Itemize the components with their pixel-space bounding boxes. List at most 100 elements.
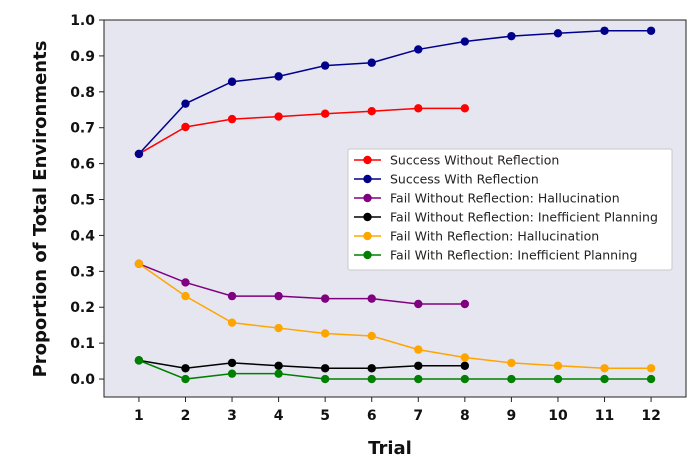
data-point <box>414 45 423 54</box>
data-point <box>181 374 190 384</box>
data-point <box>320 61 330 70</box>
data-point <box>181 99 190 108</box>
data-point <box>227 358 237 368</box>
data-point <box>414 361 423 370</box>
data-point <box>600 26 609 35</box>
y-tick-label: 0.8 <box>70 85 95 101</box>
data-point <box>553 361 563 370</box>
series <box>134 26 656 159</box>
x-tick-label: 5 <box>320 408 330 424</box>
data-point <box>274 323 283 333</box>
data-point <box>274 72 283 81</box>
y-tick-label: 0.2 <box>70 300 95 316</box>
legend-label: Fail Without Reflection: Inefficient Pla… <box>390 210 658 225</box>
series-line <box>138 30 652 155</box>
y-tick-label: 0.9 <box>70 49 95 65</box>
legend-label: Fail With Reflection: Inefficient Planni… <box>390 248 637 263</box>
data-point <box>507 374 516 384</box>
y-tick-label: 0.3 <box>70 264 95 280</box>
y-tick-label: 1.0 <box>70 13 95 29</box>
series-line <box>138 359 652 380</box>
data-point <box>460 299 470 309</box>
data-point <box>507 31 516 41</box>
data-point <box>274 112 283 121</box>
series-line <box>138 263 465 305</box>
series-line <box>138 359 465 370</box>
data-point <box>507 358 516 368</box>
x-tick-label: 9 <box>507 408 517 424</box>
data-point <box>460 37 470 46</box>
data-point <box>367 106 376 116</box>
data-point <box>320 364 330 373</box>
x-tick-label: 11 <box>595 408 614 424</box>
x-axis-title: Trial <box>368 438 412 459</box>
legend-marker <box>363 250 372 260</box>
data-point <box>181 122 190 132</box>
data-point <box>227 77 237 86</box>
legend-marker <box>363 212 372 222</box>
y-tick-label: 0.4 <box>70 228 95 244</box>
legend-label: Fail Without Reflection: Hallucination <box>390 191 620 206</box>
data-point <box>320 329 330 338</box>
data-point <box>274 291 283 301</box>
legend-box <box>347 148 673 271</box>
data-point <box>227 291 237 301</box>
data-point <box>460 361 470 370</box>
series-line <box>138 107 465 155</box>
axis-ticks: 1 2 3 4 5 6 7 8 9 10 11 120.00.10.20.30.40.50.60.70… <box>70 13 661 424</box>
series <box>134 356 656 384</box>
data-point <box>553 374 563 384</box>
data-point <box>600 374 609 384</box>
data-point <box>646 374 656 384</box>
x-tick-label: 10 <box>548 408 568 424</box>
legend-marker <box>363 193 372 203</box>
x-tick-label: 2 <box>181 408 191 424</box>
series-line <box>138 263 652 370</box>
series <box>134 259 470 309</box>
y-tick-label: 0.6 <box>70 157 95 173</box>
data-point <box>134 149 144 159</box>
data-point <box>414 345 423 354</box>
x-tick-label: 1 <box>134 408 144 424</box>
series-group <box>134 26 656 384</box>
data-point <box>320 374 330 384</box>
x-tick-label: 6 <box>367 408 377 424</box>
data-point <box>367 374 376 384</box>
data-point <box>600 364 609 373</box>
y-tick-label: 0.0 <box>70 372 95 388</box>
legend-marker <box>363 231 372 241</box>
x-tick-label: 12 <box>641 408 660 424</box>
data-point <box>227 318 237 327</box>
y-axis-title: Proportion of Total Environments <box>30 41 51 378</box>
data-point <box>367 58 376 67</box>
data-point <box>460 104 470 113</box>
data-point <box>367 364 376 373</box>
data-point <box>414 104 423 113</box>
y-tick-label: 0.1 <box>70 336 95 352</box>
data-point <box>181 291 190 301</box>
legend-marker <box>363 155 372 165</box>
x-tick-label: 7 <box>413 408 423 424</box>
data-point <box>320 294 330 303</box>
data-point <box>646 364 656 373</box>
x-tick-label: 3 <box>227 408 237 424</box>
legend-label: Success Without Reflection <box>390 153 559 168</box>
legend-label: Fail With Reflection: Hallucination <box>390 229 599 244</box>
data-point <box>134 259 144 268</box>
y-tick-label: 0.7 <box>70 121 95 137</box>
data-point <box>460 353 470 362</box>
data-point <box>553 29 563 38</box>
x-tick-label: 4 <box>274 408 284 424</box>
data-point <box>460 374 470 384</box>
series <box>134 259 656 373</box>
data-point <box>367 294 376 303</box>
legend: Success Without Reflection Success With R… <box>347 148 673 271</box>
data-point <box>414 374 423 384</box>
legend-marker <box>363 174 372 184</box>
data-point <box>274 361 283 370</box>
data-point <box>646 26 656 35</box>
data-point <box>414 299 423 309</box>
data-point <box>181 364 190 373</box>
data-point <box>181 278 190 287</box>
